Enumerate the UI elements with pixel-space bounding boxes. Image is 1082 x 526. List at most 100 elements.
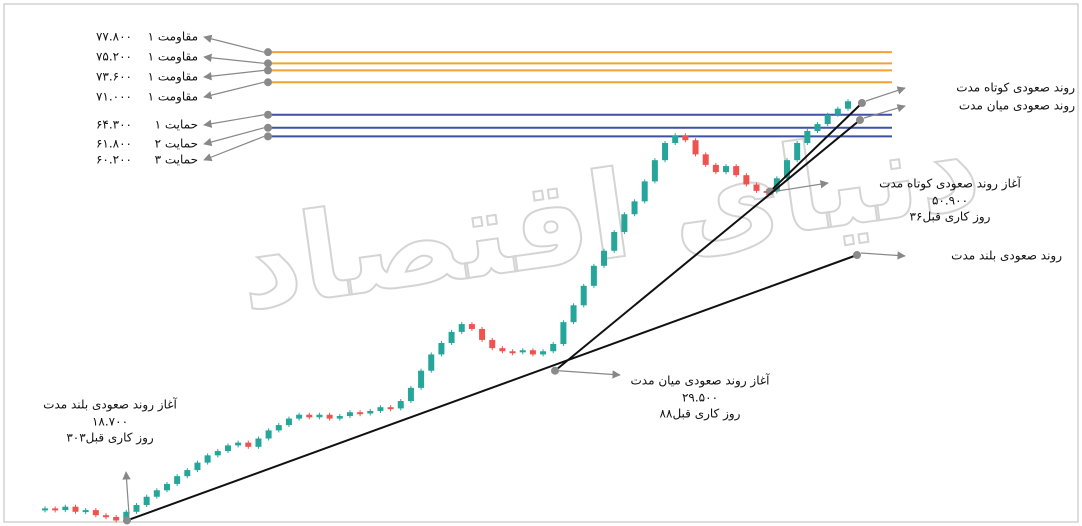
candle <box>42 508 48 511</box>
candle <box>326 414 333 419</box>
trend-name: روند صعودی کوتاه مدت <box>956 81 1075 96</box>
candle <box>468 324 475 329</box>
candle <box>540 351 547 355</box>
candle <box>235 442 242 446</box>
candle <box>458 324 465 332</box>
candle <box>692 140 699 155</box>
level-price: ۷۷.۸۰۰ <box>96 30 132 44</box>
candle <box>672 135 679 144</box>
candle <box>712 164 719 173</box>
candle <box>580 285 587 306</box>
level-dot <box>264 132 272 141</box>
candle <box>113 516 120 521</box>
trend-end-dot <box>858 99 866 107</box>
candle <box>662 143 669 161</box>
trend-start-dot <box>123 516 131 525</box>
candle <box>143 496 150 506</box>
arrow <box>558 370 621 379</box>
level-dot <box>264 66 272 75</box>
candle <box>641 181 648 202</box>
arrow <box>203 127 265 147</box>
arrow <box>203 81 265 100</box>
candle <box>428 354 435 371</box>
candle <box>102 515 109 518</box>
candle <box>550 343 557 352</box>
trend-start-price: ۱۸.۷۰۰ <box>92 415 128 429</box>
candle <box>529 350 536 355</box>
candle <box>224 445 231 452</box>
candle <box>336 416 343 419</box>
trend-end-dot <box>853 251 861 259</box>
trend-start-label: آغاز روند صعودی کوتاه مدت <box>879 176 1021 192</box>
arrow <box>863 104 906 119</box>
level-price: ۶۰.۲۰۰ <box>96 153 132 167</box>
arrow <box>860 251 906 260</box>
candle <box>285 418 292 426</box>
candle <box>611 232 618 251</box>
candle <box>560 322 567 344</box>
arrow <box>122 471 131 515</box>
level-price: ۷۱.۰۰۰ <box>96 90 132 104</box>
trend-start-label: آغاز روند صعودی بلند مدت <box>43 397 177 413</box>
candle <box>296 414 303 419</box>
candle <box>499 348 506 352</box>
candle <box>163 483 170 491</box>
candle <box>397 401 404 409</box>
candle <box>387 407 394 410</box>
trend-name: روند صعودی میان مدت <box>959 99 1075 114</box>
candle <box>275 425 282 431</box>
level-dot <box>264 59 272 68</box>
candle <box>621 214 628 233</box>
candle <box>723 166 730 173</box>
candle <box>82 510 89 513</box>
candle <box>804 130 811 144</box>
trend-line <box>126 254 858 522</box>
trend-name: روند صعودی بلند مدت <box>951 249 1062 264</box>
candle <box>682 135 689 141</box>
level-name: حمایت ۱ <box>155 118 198 132</box>
level-dot <box>264 48 272 57</box>
arrow <box>203 53 265 64</box>
candle <box>702 154 709 165</box>
candle <box>123 511 130 521</box>
candle <box>631 201 638 215</box>
candle <box>62 506 69 511</box>
candle <box>133 505 140 512</box>
candle <box>418 370 425 388</box>
candle <box>367 410 374 414</box>
level-name: مقاومت ۱ <box>148 90 198 105</box>
trend-days: ۸۸روز کاری قبل <box>660 407 741 422</box>
trend-line <box>769 102 863 193</box>
candle <box>834 108 841 115</box>
candle <box>214 451 221 456</box>
candle <box>357 412 364 415</box>
candle <box>824 114 831 125</box>
arrow <box>773 180 829 193</box>
trend-days: ۳۰۳روز کاری قبل <box>66 431 154 446</box>
trend-start-dot <box>551 366 559 375</box>
level-dot <box>264 78 272 87</box>
arrow <box>203 135 265 162</box>
candle <box>814 124 821 131</box>
candle <box>407 387 414 402</box>
candle <box>245 442 252 447</box>
trend-start-price: ۲۹.۵۰۰ <box>682 391 718 405</box>
candle <box>753 184 760 191</box>
candle <box>845 101 851 109</box>
trend-days: ۳۶روز کاری قبل <box>910 210 991 225</box>
candle <box>570 305 577 323</box>
trend-line <box>554 119 861 372</box>
arrow <box>203 114 265 128</box>
candle <box>448 331 455 343</box>
level-name: حمایت ۲ <box>155 137 198 151</box>
level-name: مقاومت ۱ <box>148 70 198 85</box>
candle <box>519 350 526 353</box>
candle <box>346 412 353 417</box>
candle <box>92 510 99 516</box>
level-name: مقاومت ۱ <box>148 30 198 45</box>
candle <box>255 438 262 447</box>
candle <box>174 476 181 484</box>
level-price: ۶۱.۸۰۰ <box>96 137 132 151</box>
candle <box>184 470 191 477</box>
